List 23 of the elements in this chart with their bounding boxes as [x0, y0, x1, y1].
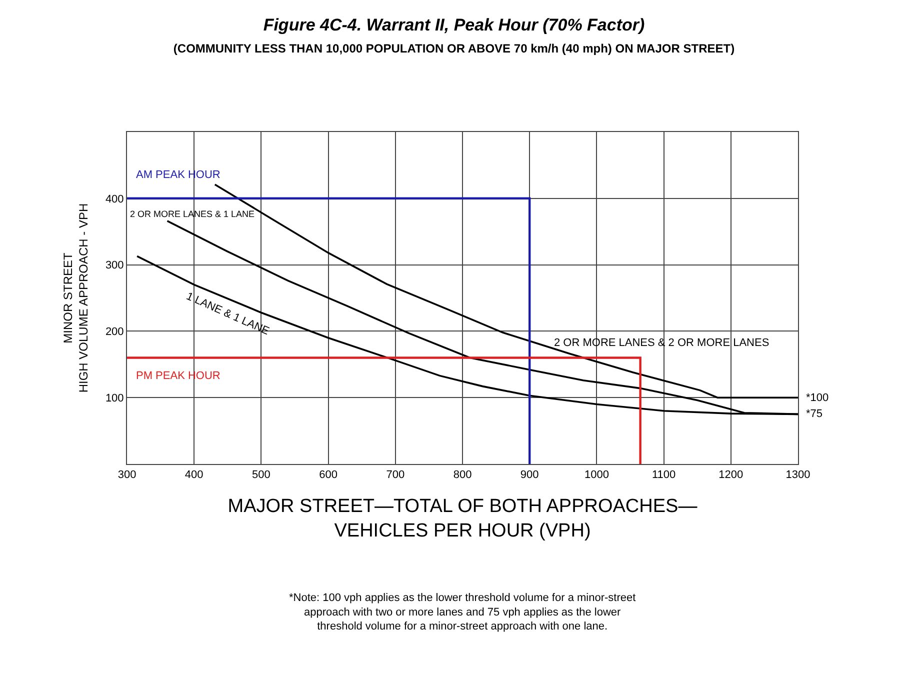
x-tick-label: 600 — [319, 469, 338, 482]
annotation: *75 — [806, 408, 823, 420]
annotation: *100 — [806, 392, 829, 404]
x-tick-label: 1200 — [718, 469, 744, 482]
y-tick-label: 200 — [105, 326, 124, 338]
x-tick-label: 900 — [520, 469, 539, 482]
x-tick-label: 1100 — [652, 469, 676, 482]
x-tick-label: 300 — [118, 469, 136, 482]
x-tick-label: 800 — [453, 469, 472, 482]
x-tick-label: 400 — [184, 469, 204, 482]
y-tick-label: 100 — [105, 392, 124, 404]
chart-subtitle: (COMMUNITY LESS THAN 10,000 POPULATION OR ABOVE 70 km/h (40 mph) ON MAJOR STREET) — [173, 41, 735, 56]
x-tick-label: 1300 — [786, 469, 810, 482]
x-axis-title: MAJOR STREET—TOTAL OF BOTH APPROACHES— VEHICLES PER HOUR (VPH) — [228, 496, 698, 542]
chart-title: Figure 4C-4. Warrant II, Peak Hour (70% Factor) — [263, 15, 646, 34]
x-tick-label: 700 — [386, 469, 405, 482]
y-tick-label: 400 — [105, 193, 124, 206]
y-tick-label: 300 — [105, 260, 124, 272]
y-axis-title: MINOR STREET HIGH VOLUME APPROACH - VPH — [61, 203, 91, 393]
text: 1 LANE & 1 LANE — [184, 290, 271, 338]
text: *Note: 100 vph applies as the lower threshold volume for a minor-street approach with two or more lanes and 75 vph applies as the lower threshold volume for a minor-street approach with one lane. — [289, 592, 636, 633]
x-tick-label: 500 — [252, 469, 270, 482]
x-tick-label: 1000 — [584, 469, 609, 482]
